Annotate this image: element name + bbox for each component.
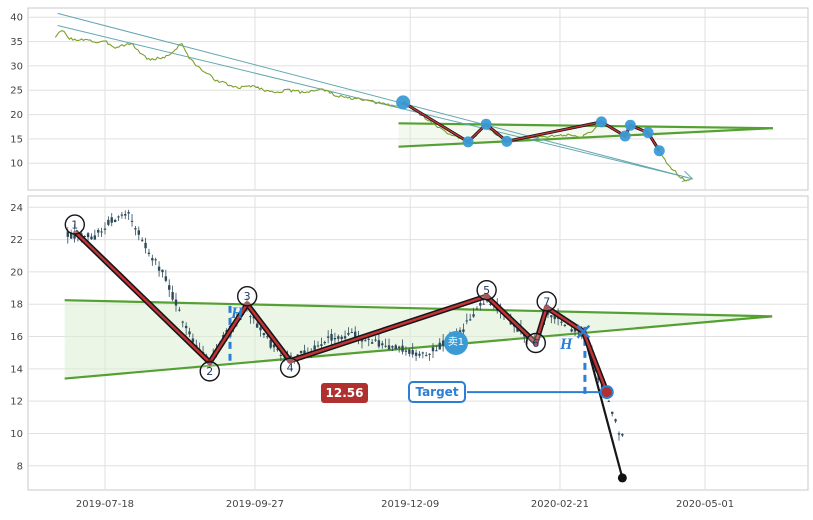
pivot-dot[interactable]	[625, 120, 636, 131]
wave-point-6[interactable]: 6	[526, 334, 545, 353]
y-axis-label: 14	[10, 364, 23, 375]
x-axis-label: 2019-12-09	[381, 499, 439, 510]
pivot-dot[interactable]	[596, 116, 607, 127]
sell-marker-badge[interactable]: 卖1	[444, 331, 468, 355]
y-axis-label: 30	[10, 61, 23, 72]
svg-text:5: 5	[483, 284, 490, 297]
y-axis-label: 20	[10, 267, 23, 278]
y-axis-label: 18	[10, 300, 23, 311]
pivot-dot[interactable]	[620, 130, 631, 141]
y-axis-label: 20	[10, 110, 23, 121]
target-dot[interactable]	[601, 386, 613, 398]
x-axis-label: 2019-09-27	[226, 499, 284, 510]
height-label-1: H	[231, 305, 243, 323]
svg-text:4: 4	[287, 362, 294, 375]
pivot-dot[interactable]	[654, 145, 665, 156]
chart-area: 10152025303540810121416182022242019-07-1…	[0, 0, 813, 520]
y-axis-label: 12	[10, 397, 23, 408]
svg-text:3: 3	[244, 290, 251, 303]
pivot-dot[interactable]	[643, 127, 654, 138]
target-badge[interactable]: Target	[408, 381, 466, 403]
svg-text:1: 1	[71, 218, 78, 231]
wave-point-2[interactable]: 2	[200, 362, 219, 381]
svg-text:2: 2	[206, 365, 213, 378]
pivot-dot[interactable]	[481, 119, 492, 130]
y-axis-label: 8	[17, 461, 23, 472]
y-axis-label: 16	[10, 332, 23, 343]
y-axis-label: 24	[10, 203, 23, 214]
wave-point-4[interactable]: 4	[281, 358, 300, 377]
y-axis-label: 25	[10, 86, 23, 97]
chart-canvas: 10152025303540810121416182022242019-07-1…	[0, 0, 813, 520]
y-axis-label: 40	[10, 13, 23, 24]
height-label-2: H	[560, 336, 572, 354]
overview-panel	[28, 8, 808, 190]
wave-point-3[interactable]: 3	[238, 287, 257, 306]
price-label-badge[interactable]: 12.56	[321, 383, 368, 403]
x-axis-label: 2020-02-21	[531, 499, 589, 510]
y-axis-label: 10	[10, 429, 23, 440]
svg-text:6: 6	[532, 337, 539, 350]
x-axis-label: 2019-07-18	[76, 499, 134, 510]
y-axis-label: 15	[10, 134, 23, 145]
y-axis-label: 10	[10, 159, 23, 170]
pivot-dot[interactable]	[396, 95, 410, 109]
wave-end-dot[interactable]	[618, 473, 627, 482]
pivot-dot[interactable]	[463, 136, 474, 147]
wave-point-5[interactable]: 5	[477, 281, 496, 300]
x-axis-label: 2020-05-01	[676, 499, 734, 510]
wave-point-7[interactable]: 7	[537, 292, 556, 311]
pivot-dot[interactable]	[501, 136, 512, 147]
y-axis-label: 22	[10, 235, 23, 246]
wave-point-1[interactable]: 1	[65, 215, 84, 234]
svg-text:7: 7	[543, 295, 550, 308]
y-axis-label: 35	[10, 37, 23, 48]
